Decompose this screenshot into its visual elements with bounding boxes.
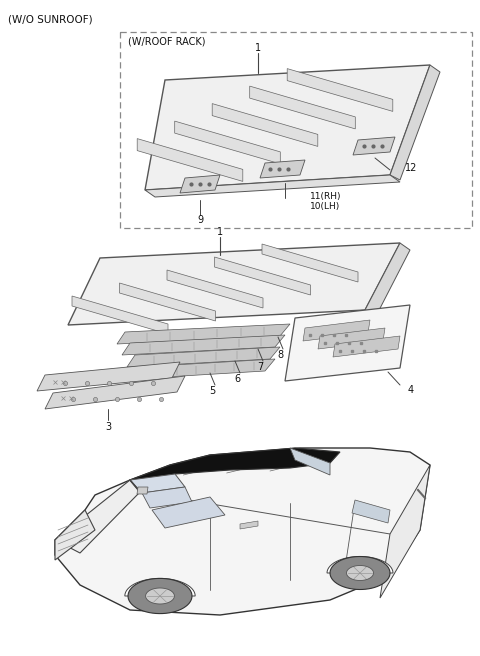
Text: 11(RH): 11(RH) xyxy=(310,192,341,201)
Bar xyxy=(120,32,472,228)
Polygon shape xyxy=(365,243,410,318)
Polygon shape xyxy=(180,175,220,193)
Polygon shape xyxy=(132,359,275,379)
Polygon shape xyxy=(290,448,330,475)
Polygon shape xyxy=(128,579,192,613)
Polygon shape xyxy=(45,376,185,409)
Polygon shape xyxy=(287,69,393,112)
Polygon shape xyxy=(122,335,285,355)
Polygon shape xyxy=(145,588,174,604)
Polygon shape xyxy=(318,328,385,349)
Text: 6: 6 xyxy=(234,374,240,384)
Polygon shape xyxy=(125,579,195,596)
Text: 3: 3 xyxy=(105,422,111,432)
Text: (W/ROOF RACK): (W/ROOF RACK) xyxy=(128,37,205,47)
Polygon shape xyxy=(152,497,225,528)
Polygon shape xyxy=(215,257,311,295)
Polygon shape xyxy=(55,448,430,615)
Polygon shape xyxy=(285,305,410,381)
Polygon shape xyxy=(137,138,243,182)
Polygon shape xyxy=(330,556,390,590)
Polygon shape xyxy=(347,565,373,581)
Polygon shape xyxy=(175,121,280,164)
Polygon shape xyxy=(117,324,290,344)
Text: 7: 7 xyxy=(257,362,263,372)
Polygon shape xyxy=(55,480,140,553)
Polygon shape xyxy=(260,160,305,178)
Polygon shape xyxy=(120,283,216,321)
Polygon shape xyxy=(68,243,400,325)
Polygon shape xyxy=(55,510,95,560)
Polygon shape xyxy=(353,137,395,155)
Polygon shape xyxy=(37,362,180,391)
Polygon shape xyxy=(137,487,148,494)
Text: 10(LH): 10(LH) xyxy=(310,203,340,211)
Polygon shape xyxy=(303,320,370,341)
Text: 4: 4 xyxy=(408,385,414,395)
Polygon shape xyxy=(250,86,355,129)
Polygon shape xyxy=(390,65,440,180)
Polygon shape xyxy=(212,104,318,146)
Polygon shape xyxy=(167,270,263,308)
Polygon shape xyxy=(142,487,192,508)
Polygon shape xyxy=(327,556,393,573)
Text: 1: 1 xyxy=(255,43,261,53)
Polygon shape xyxy=(380,465,430,598)
Polygon shape xyxy=(145,175,400,197)
Polygon shape xyxy=(352,500,390,523)
Text: 12: 12 xyxy=(405,163,418,173)
Text: 1: 1 xyxy=(217,227,223,237)
Text: 5: 5 xyxy=(209,386,215,396)
Polygon shape xyxy=(262,244,358,282)
Polygon shape xyxy=(130,474,185,493)
Polygon shape xyxy=(72,296,168,334)
Text: (W/O SUNROOF): (W/O SUNROOF) xyxy=(8,14,93,24)
Polygon shape xyxy=(333,336,400,357)
Text: 8: 8 xyxy=(277,350,283,360)
Polygon shape xyxy=(130,448,340,480)
Polygon shape xyxy=(240,521,258,529)
Polygon shape xyxy=(127,347,280,367)
Text: 9: 9 xyxy=(197,215,203,225)
Polygon shape xyxy=(145,65,430,190)
